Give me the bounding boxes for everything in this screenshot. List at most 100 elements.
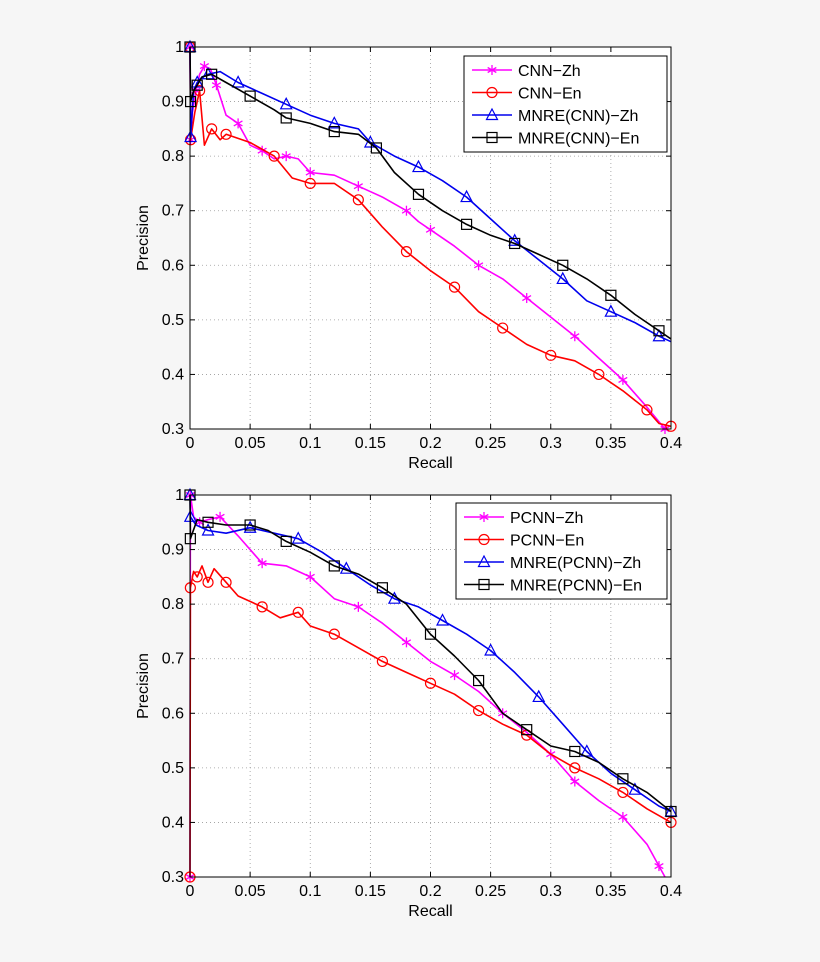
- y-tick-label: 0.4: [162, 366, 184, 383]
- data-point: [473, 704, 485, 717]
- data-point: [497, 322, 509, 334]
- legend-marker: [486, 131, 498, 144]
- data-point: [202, 576, 214, 588]
- x-tick-label: 0.25: [475, 883, 506, 900]
- data-point: [244, 90, 256, 102]
- data-point: [268, 150, 280, 162]
- x-tick-label: 0: [186, 435, 195, 452]
- chart-panel-1: 0 0.05 0.1 0.15 0.2 0.25 0.3 0.35 0.4 0.3 0.4 0.5 0.…: [135, 39, 682, 472]
- data-point: [557, 259, 569, 271]
- series-line-2: [189, 565, 672, 878]
- data-point: [618, 374, 628, 385]
- legend-label: MNRE(PCNN)−Zh: [510, 555, 641, 572]
- data-point: [569, 762, 581, 774]
- data-point: [328, 125, 340, 138]
- data-point: [522, 293, 532, 304]
- data-point: [328, 628, 340, 640]
- legend-label: PCNN−En: [510, 533, 584, 550]
- data-point: [617, 773, 629, 785]
- data-point: [328, 560, 340, 572]
- y-tick-label: 0.3: [162, 869, 184, 886]
- data-point: [532, 689, 546, 703]
- data-point: [617, 786, 629, 799]
- data-point: [654, 861, 664, 872]
- legend-label: MNRE(PCNN)−En: [510, 578, 642, 595]
- y-tick-label: 0.8: [162, 596, 184, 613]
- y-tick-label: 0.7: [162, 651, 184, 668]
- y-tick-label: 0.7: [162, 203, 184, 220]
- data-point: [199, 61, 210, 72]
- x-tick-label: 0: [186, 883, 195, 900]
- data-point: [233, 118, 243, 129]
- legend-marker: [477, 554, 491, 568]
- legend-label: MNRE(CNN)−En: [518, 131, 639, 148]
- data-point: [449, 670, 460, 681]
- x-tick-label: 0.15: [355, 435, 386, 452]
- data-point: [305, 571, 315, 582]
- data-point: [304, 177, 316, 190]
- x-tick-label: 0.2: [419, 883, 441, 900]
- legend-label: CNN−En: [518, 86, 582, 103]
- data-point: [521, 724, 533, 736]
- legend-label: CNN−Zh: [518, 63, 581, 80]
- data-point: [206, 68, 218, 80]
- legend-item: MNRE(PCNN)−En: [464, 578, 642, 595]
- y-tick-label: 0.5: [162, 312, 184, 329]
- legend-box: [455, 502, 668, 600]
- data-point: [352, 194, 364, 206]
- data-point: [401, 205, 412, 216]
- data-point: [641, 404, 653, 416]
- x-tick-label: 0.4: [660, 883, 682, 900]
- legend-box: [463, 55, 668, 153]
- y-tick-label: 0.9: [162, 94, 184, 111]
- legend-marker: [486, 86, 498, 99]
- data-point: [339, 561, 353, 574]
- x-tick-label: 0.4: [660, 435, 682, 452]
- data-point: [484, 643, 498, 656]
- data-point: [206, 123, 218, 135]
- legend-item: CNN−En: [472, 86, 582, 103]
- x-tick-label: 0.1: [299, 435, 321, 452]
- data-point: [400, 246, 413, 258]
- legend-marker: [479, 512, 489, 522]
- legend: PCNN−Zh PCNN−En MNRE(PCNN)−Zh MNRE(PCNN)−En: [455, 502, 668, 600]
- legend-item: PCNN−En: [464, 533, 584, 550]
- data-point: [231, 75, 245, 88]
- data-point: [305, 167, 315, 178]
- data-point: [376, 655, 388, 668]
- x-axis-label: Recall: [408, 903, 452, 920]
- data-point: [327, 116, 341, 129]
- legend-marker: [485, 107, 499, 121]
- x-tick-label: 0.3: [540, 435, 562, 452]
- legend-marker: [478, 533, 490, 546]
- data-point: [628, 782, 642, 795]
- data-point: [545, 349, 557, 361]
- series-line-4: [189, 46, 672, 340]
- x-tick-label: 0.1: [299, 883, 321, 900]
- data-point: [473, 674, 485, 687]
- legend-item: MNRE(PCNN)−Zh: [464, 554, 641, 572]
- data-point: [569, 745, 581, 758]
- legend-item: MNRE(CNN)−Zh: [472, 107, 638, 125]
- x-axis-label: Recall: [408, 455, 452, 472]
- data-point: [412, 188, 425, 200]
- data-point: [184, 129, 198, 143]
- legend-item: CNN−Zh: [472, 63, 581, 80]
- data-point: [509, 237, 521, 250]
- series-line-3: [189, 494, 672, 813]
- y-tick-label: 0.6: [162, 257, 184, 274]
- y-tick-label: 0.4: [162, 814, 184, 831]
- data-point: [411, 159, 425, 173]
- data-point: [215, 511, 225, 522]
- y-tick-label: 0.9: [162, 542, 184, 559]
- data-point: [556, 271, 570, 285]
- x-tick-label: 0.05: [235, 435, 266, 452]
- y-tick-label: 0.5: [162, 760, 184, 777]
- legend-item: PCNN−Zh: [464, 510, 583, 527]
- x-tick-label: 0.35: [595, 435, 626, 452]
- data-point: [424, 677, 437, 689]
- data-point: [353, 601, 364, 612]
- data-point: [653, 325, 665, 337]
